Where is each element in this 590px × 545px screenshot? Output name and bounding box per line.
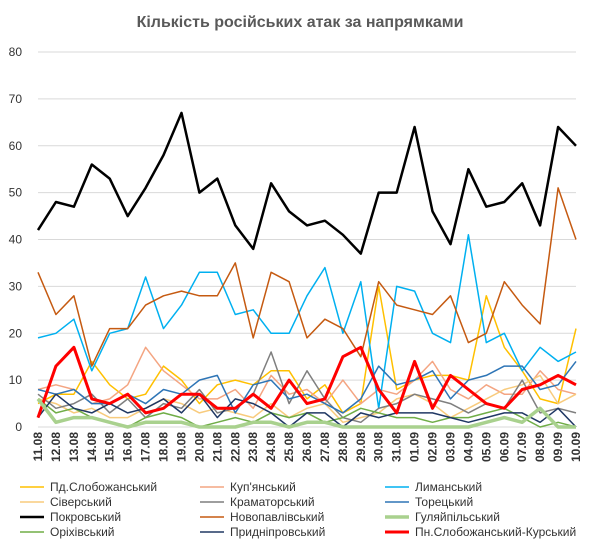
x-tick-label: 01.09	[408, 432, 422, 462]
x-tick-label: 09.09	[551, 432, 565, 462]
x-tick-label: 30.08	[372, 432, 386, 462]
legend-label: Сіверський	[50, 495, 112, 509]
x-tick-label: 22.08	[228, 432, 242, 462]
legend-label: Новопавлівський	[230, 510, 324, 524]
legend-label: Гуляйпільський	[415, 510, 500, 524]
x-tick-label: 15.08	[103, 432, 117, 462]
y-tick-label: 0	[15, 420, 22, 434]
x-tick-label: 02.09	[426, 432, 440, 462]
y-tick-label: 70	[9, 92, 23, 106]
x-tick-label: 25.08	[282, 432, 296, 462]
x-tick-label: 06.09	[497, 432, 511, 462]
y-tick-label: 20	[9, 326, 23, 340]
legend-label: Покровський	[50, 510, 121, 524]
x-tick-label: 07.09	[515, 432, 529, 462]
x-tick-label: 03.09	[443, 432, 457, 462]
y-tick-label: 10	[9, 373, 23, 387]
series-line	[37, 393, 577, 428]
x-tick-label: 08.09	[533, 432, 547, 462]
y-tick-label: 40	[9, 233, 23, 247]
legend-label: Краматорський	[230, 495, 315, 509]
y-tick-label: 50	[9, 186, 23, 200]
y-tick-label: 30	[9, 279, 23, 293]
x-tick-label: 20.08	[192, 432, 206, 462]
x-tick-label: 28.08	[336, 432, 350, 462]
series-line	[37, 187, 577, 367]
legend-label: Пн.Слобожанський-Курський	[415, 525, 576, 539]
legend-label: Куп'янський	[230, 480, 296, 494]
series-line	[37, 374, 577, 424]
series-line	[36, 345, 577, 419]
x-tick-label: 27.08	[318, 432, 332, 462]
x-tick-label: 12.08	[49, 432, 63, 462]
legend-label: Пд.Слобожанський	[50, 480, 157, 494]
x-tick-label: 23.08	[246, 432, 260, 462]
x-tick-label: 14.08	[85, 432, 99, 462]
series-line	[37, 346, 577, 410]
x-tick-label: 11.08	[31, 432, 45, 462]
x-tick-label: 29.08	[354, 432, 368, 462]
x-tick-label: 24.08	[264, 432, 278, 462]
legend-label: Придніпровський	[230, 525, 325, 539]
x-tick-label: 18.08	[157, 432, 171, 462]
x-tick-label: 21.08	[210, 432, 224, 462]
x-tick-label: 17.08	[139, 432, 153, 462]
legend-label: Торецький	[415, 495, 473, 509]
x-tick-label: 26.08	[300, 432, 314, 462]
x-tick-label: 19.08	[174, 432, 188, 462]
chart-title: Кількість російських атак за напрямками	[137, 14, 464, 31]
y-tick-label: 60	[9, 139, 23, 153]
x-tick-label: 16.08	[121, 432, 135, 462]
legend-label: Лиманський	[415, 480, 482, 494]
x-tick-label: 04.09	[461, 432, 475, 462]
x-tick-label: 10.09	[569, 432, 583, 462]
x-tick-label: 05.09	[479, 432, 493, 462]
series-line	[37, 351, 577, 424]
x-tick-label: 31.08	[390, 432, 404, 462]
series-line	[36, 111, 577, 255]
series-line	[36, 397, 576, 429]
legend-label: Оріхівський	[50, 525, 115, 539]
x-tick-label: 13.08	[67, 432, 81, 462]
y-tick-label: 80	[9, 45, 23, 59]
